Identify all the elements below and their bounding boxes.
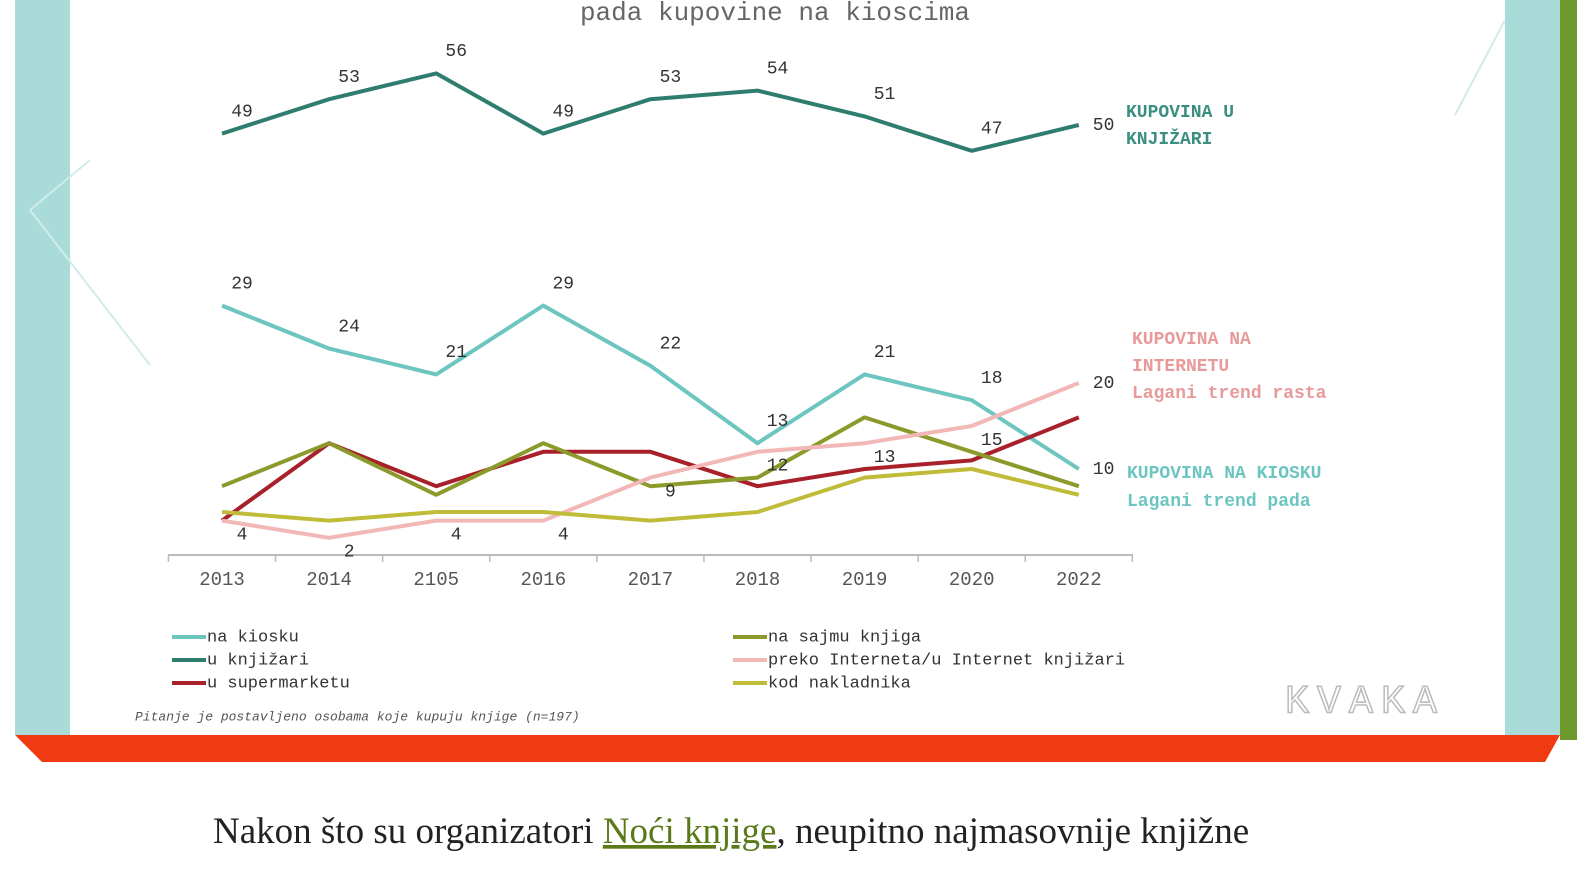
data-label: 21 [874,343,896,363]
data-label: 9 [665,482,676,502]
data-label: 4 [558,525,569,545]
data-label: 10 [1093,460,1115,480]
data-label: 13 [874,448,896,468]
data-label: 24 [338,317,360,337]
legend-label: preko Interneta/u Internet knjižari [768,651,1125,670]
green-strip [1560,0,1577,740]
data-label: 53 [338,68,360,88]
article-link[interactable]: Noći knjige [603,811,777,852]
legend-label: na sajmu knjiga [768,628,921,647]
annotation: Lagani trend rasta [1132,384,1327,404]
annotation: KUPOVINA NA KIOSKU [1127,464,1321,484]
page: pada kupovine na kioscima KUPOVINA U KNJ… [0,0,1577,881]
article-text: Nakon što su organizatori Noći knjige, n… [213,811,1249,852]
decor [1455,20,1505,115]
right-strip [1505,0,1560,735]
x-tick-label: 2016 [520,569,566,591]
data-label: 29 [231,274,253,294]
data-label: 21 [445,343,467,363]
data-label: 49 [552,102,574,122]
legend-label: u knjižari [207,651,309,670]
x-tick-label: 2105 [413,569,459,591]
left-strip [15,0,70,735]
data-label: 2 [344,543,355,563]
logo: KVAKA [1285,681,1445,726]
annotation: Lagani trend pada [1127,492,1311,512]
data-label: 49 [231,102,253,122]
data-label: 22 [660,335,682,355]
data-label: 29 [552,274,574,294]
data-label: 12 [767,457,789,477]
data-label: 20 [1093,374,1115,394]
x-tick-label: 2014 [306,569,352,591]
x-tick-label: 2013 [199,569,245,591]
annotation: KNJIŽARI [1126,128,1212,150]
data-label: 56 [445,42,467,62]
annotation: KUPOVINA NA [1132,330,1251,350]
data-label: 50 [1093,116,1115,136]
data-label: 18 [981,369,1003,389]
data-label: 13 [767,412,789,432]
legend-label: na kiosku [207,628,299,647]
chart-title: pada kupovine na kioscima [580,0,970,28]
x-tick-label: 2017 [628,569,674,591]
legend-label: u supermarketu [207,674,350,693]
x-tick-label: 2020 [949,569,995,591]
data-label: 54 [767,59,789,79]
article-text: , neupitno najmasovnije knjižne [776,811,1249,852]
x-tick-label: 2022 [1056,569,1102,591]
note: Pitanje je postavljeno osobama koje kupu… [135,709,580,724]
annotation: KUPOVINA U [1126,103,1234,123]
data-label: 15 [981,431,1003,451]
screenshot: pada kupovine na kioscima KUPOVINA U KNJ… [0,0,1577,881]
data-label: 4 [451,525,462,545]
orange-band [15,735,1560,762]
article-text: Nakon što su organizatori [213,811,603,852]
x-tick-label: 2019 [842,569,888,591]
legend-label: kod nakladnika [768,674,911,693]
x-tick-label: 2018 [735,569,781,591]
data-label: 47 [981,120,1003,140]
data-label: 51 [874,85,896,105]
data-label: 53 [660,68,682,88]
data-label: 4 [237,525,248,545]
annotation: INTERNETU [1132,357,1229,377]
